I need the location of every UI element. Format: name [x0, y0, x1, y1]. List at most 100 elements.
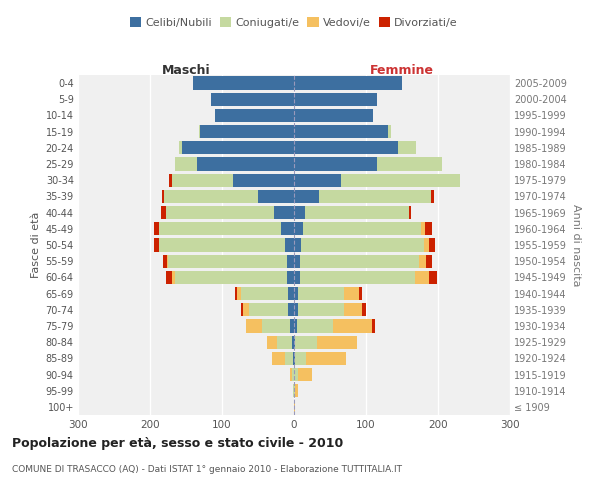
- Bar: [168, 254, 287, 268]
- Bar: [175, 270, 287, 284]
- Bar: [344, 287, 359, 300]
- Bar: [298, 303, 344, 316]
- Bar: [290, 320, 294, 332]
- Text: COMUNE DI TRASACCO (AQ) - Dati ISTAT 1° gennaio 2010 - Elaborazione TUTTITALIA.I: COMUNE DI TRASACCO (AQ) - Dati ISTAT 1° …: [12, 466, 402, 474]
- Bar: [301, 238, 424, 252]
- Bar: [241, 287, 288, 300]
- Bar: [287, 254, 294, 268]
- Bar: [431, 190, 434, 203]
- Bar: [235, 287, 237, 300]
- Bar: [266, 336, 277, 349]
- Bar: [297, 320, 333, 332]
- Bar: [293, 384, 294, 398]
- Bar: [166, 270, 172, 284]
- Bar: [248, 303, 288, 316]
- Bar: [333, 320, 373, 332]
- Bar: [377, 158, 442, 170]
- Bar: [341, 174, 460, 187]
- Bar: [294, 336, 295, 349]
- Bar: [294, 158, 377, 170]
- Bar: [281, 222, 294, 235]
- Bar: [425, 222, 432, 235]
- Bar: [295, 352, 306, 365]
- Bar: [277, 336, 292, 349]
- Bar: [294, 141, 398, 154]
- Bar: [294, 270, 300, 284]
- Bar: [294, 287, 298, 300]
- Y-axis label: Fasce di età: Fasce di età: [31, 212, 41, 278]
- Bar: [241, 303, 243, 316]
- Bar: [388, 125, 391, 138]
- Bar: [294, 238, 301, 252]
- Bar: [154, 222, 158, 235]
- Bar: [302, 222, 421, 235]
- Bar: [161, 206, 166, 220]
- Bar: [169, 174, 172, 187]
- Bar: [398, 141, 416, 154]
- Bar: [294, 303, 298, 316]
- Bar: [182, 141, 294, 154]
- Bar: [288, 287, 294, 300]
- Bar: [179, 141, 182, 154]
- Bar: [294, 76, 402, 90]
- Text: Femmine: Femmine: [370, 64, 434, 76]
- Bar: [158, 222, 281, 235]
- Bar: [167, 254, 168, 268]
- Bar: [215, 109, 294, 122]
- Bar: [294, 222, 302, 235]
- Bar: [298, 368, 312, 381]
- Bar: [158, 238, 284, 252]
- Bar: [172, 174, 233, 187]
- Bar: [294, 352, 295, 365]
- Bar: [419, 254, 426, 268]
- Bar: [258, 190, 294, 203]
- Bar: [193, 76, 294, 90]
- Bar: [233, 174, 294, 187]
- Bar: [163, 254, 167, 268]
- Bar: [294, 125, 388, 138]
- Bar: [172, 270, 175, 284]
- Bar: [294, 206, 305, 220]
- Bar: [288, 303, 294, 316]
- Bar: [292, 368, 294, 381]
- Bar: [294, 384, 295, 398]
- Bar: [300, 254, 419, 268]
- Bar: [294, 190, 319, 203]
- Bar: [426, 254, 431, 268]
- Bar: [164, 190, 258, 203]
- Bar: [287, 270, 294, 284]
- Bar: [362, 303, 366, 316]
- Text: Maschi: Maschi: [161, 64, 211, 76]
- Bar: [409, 206, 412, 220]
- Bar: [298, 287, 344, 300]
- Bar: [317, 336, 356, 349]
- Bar: [154, 238, 158, 252]
- Bar: [175, 158, 197, 170]
- Bar: [295, 336, 317, 349]
- Bar: [211, 92, 294, 106]
- Bar: [415, 270, 430, 284]
- Bar: [294, 254, 300, 268]
- Bar: [294, 109, 373, 122]
- Bar: [237, 287, 241, 300]
- Bar: [246, 320, 262, 332]
- Bar: [262, 320, 290, 332]
- Bar: [161, 190, 164, 203]
- Bar: [200, 125, 294, 138]
- Bar: [294, 368, 298, 381]
- Bar: [272, 352, 286, 365]
- Bar: [373, 320, 374, 332]
- Bar: [199, 125, 200, 138]
- Bar: [421, 222, 425, 235]
- Bar: [293, 352, 294, 365]
- Bar: [430, 238, 435, 252]
- Bar: [359, 287, 362, 300]
- Bar: [305, 206, 409, 220]
- Bar: [290, 368, 292, 381]
- Bar: [430, 270, 437, 284]
- Bar: [319, 190, 431, 203]
- Bar: [294, 92, 377, 106]
- Bar: [286, 352, 293, 365]
- Bar: [274, 206, 294, 220]
- Bar: [284, 238, 294, 252]
